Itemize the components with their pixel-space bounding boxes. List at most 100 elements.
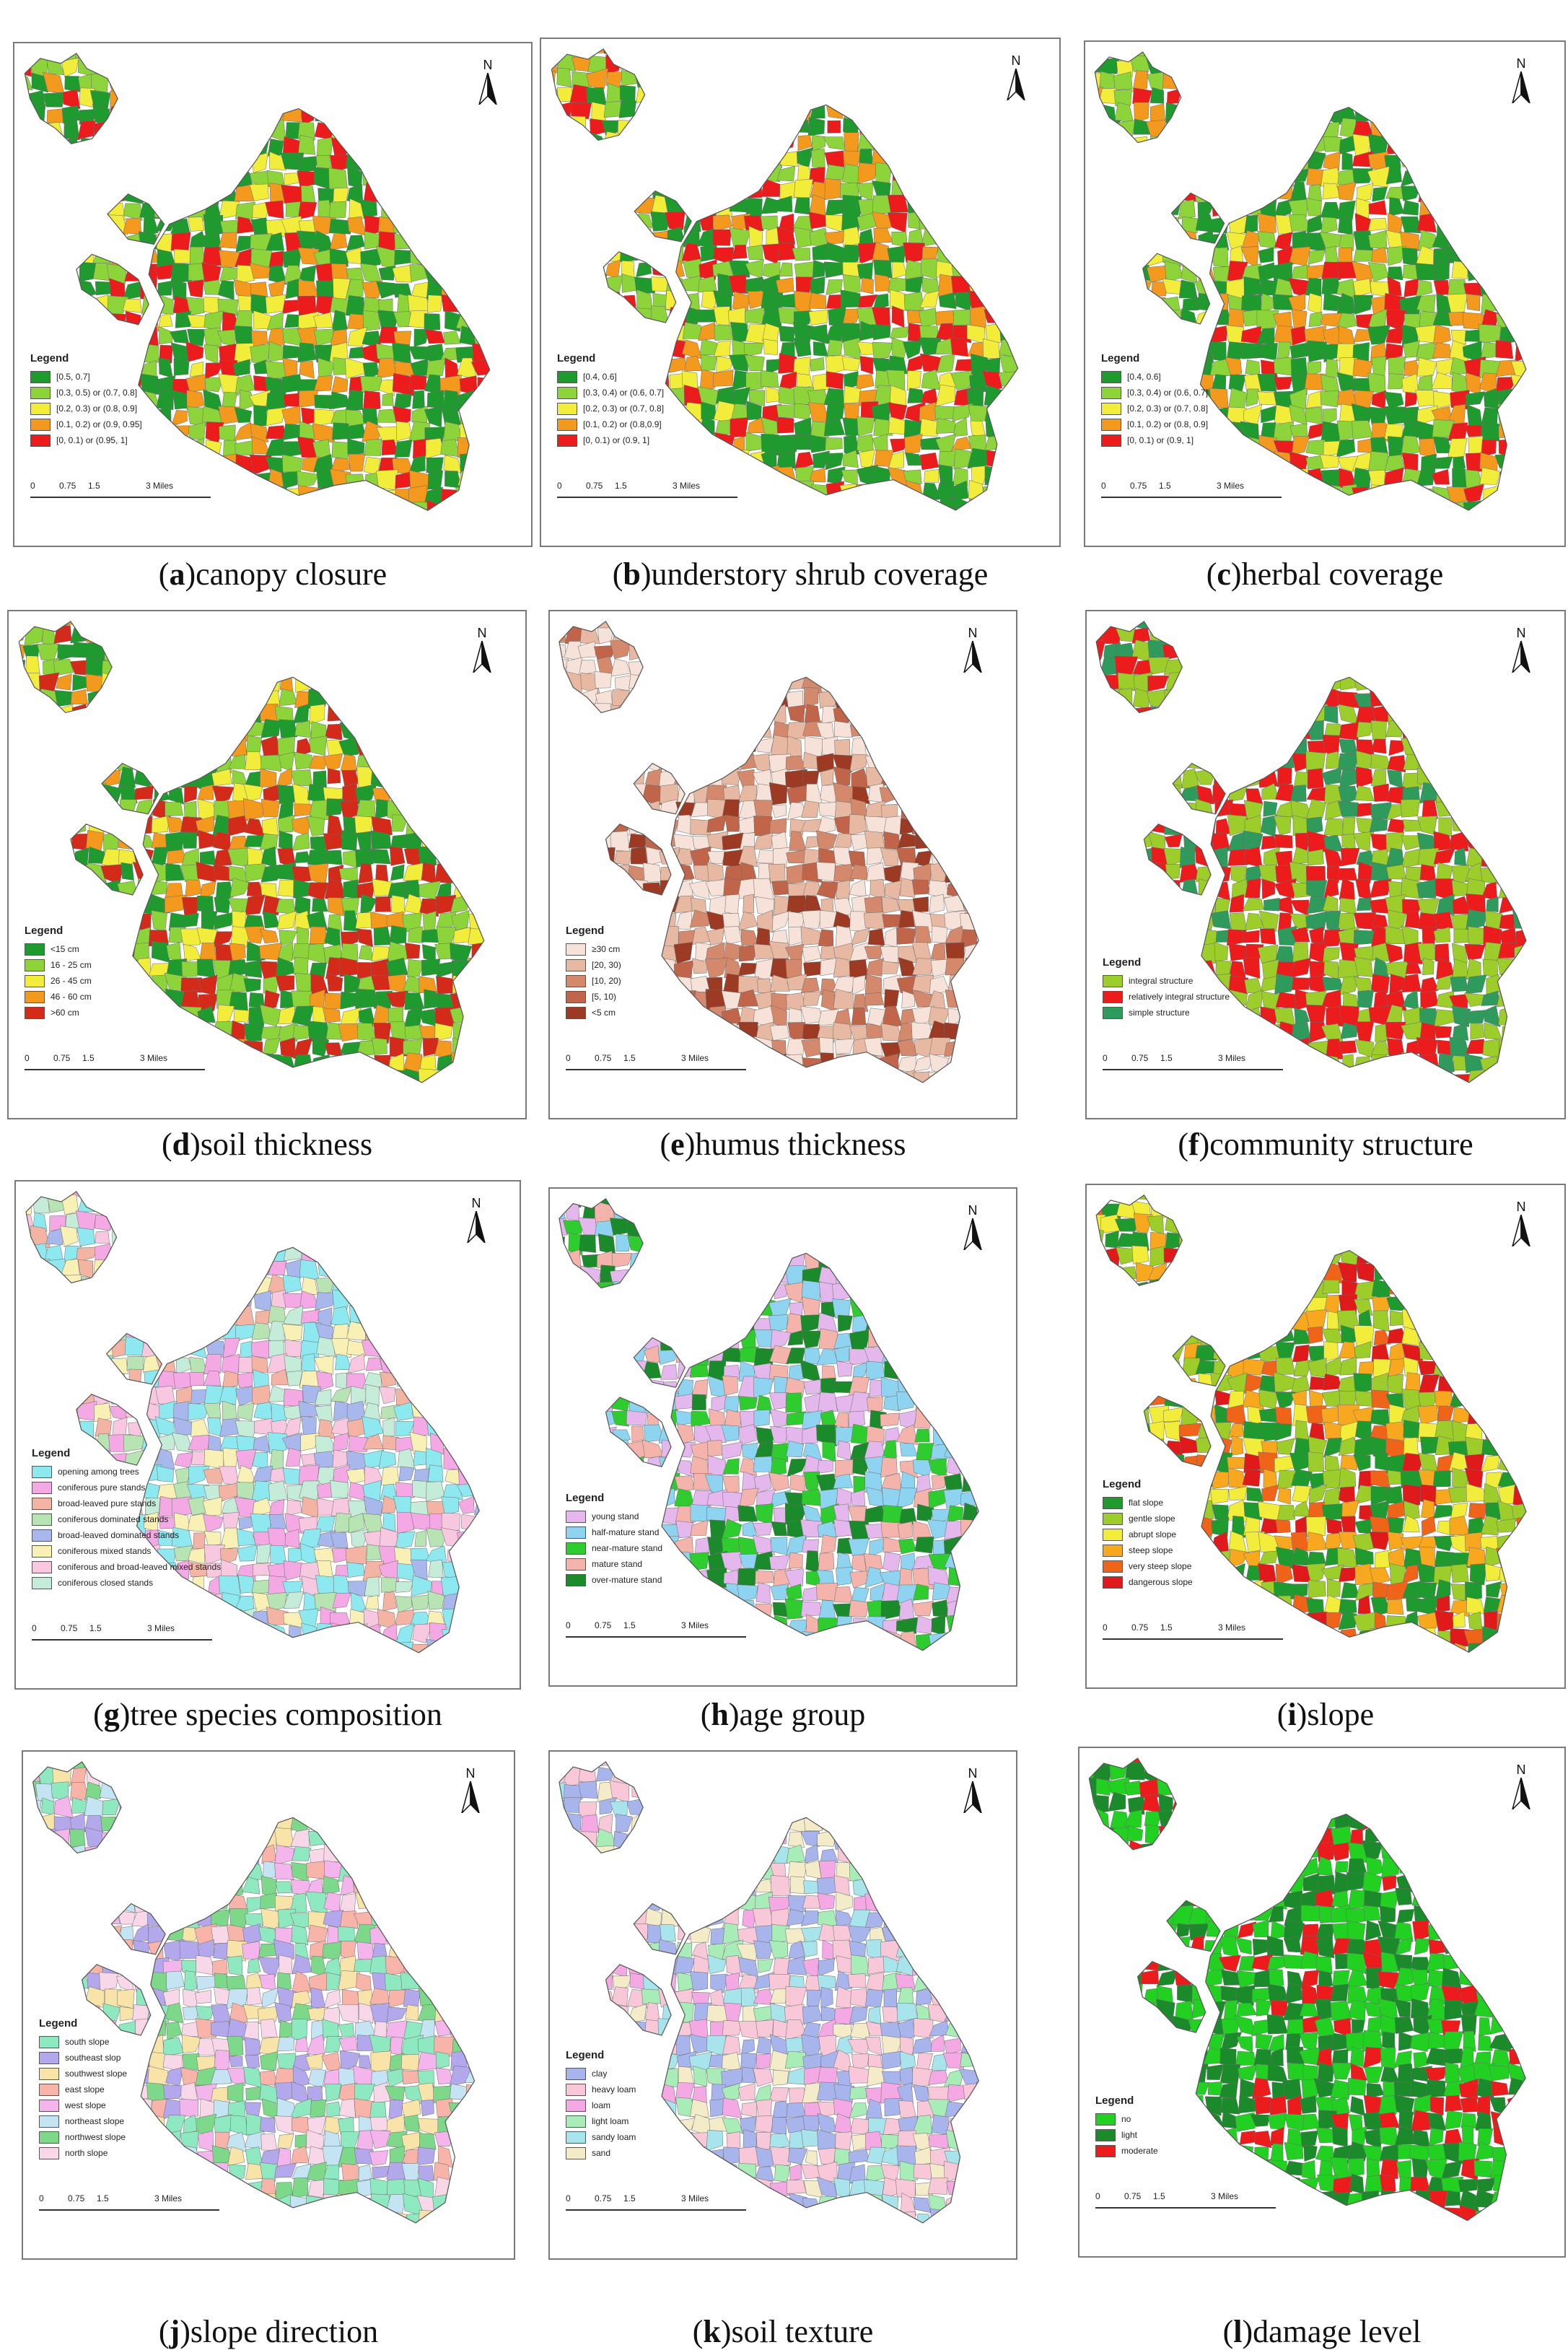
legend-item-label: half-mature stand: [592, 1527, 659, 1537]
map-f-graphic: [1087, 611, 1564, 1118]
legend-item: 26 - 45 cm: [25, 973, 92, 989]
legend-title: Legend: [30, 352, 142, 364]
legend-item: <15 cm: [25, 941, 92, 957]
panel-letter: d: [172, 1127, 190, 1162]
scale-label: 3 Miles: [147, 1623, 175, 1633]
legend-swatch: [30, 387, 51, 399]
legend-item-label: coniferous closed stands: [58, 1578, 153, 1588]
scale-line: [39, 2209, 219, 2211]
panel-letter: a: [169, 556, 185, 592]
panel-letter: i: [1287, 1697, 1296, 1732]
legend-item: [0.1, 0.2) or (0.8,0.9]: [557, 416, 664, 432]
north-label: N: [456, 1766, 485, 1781]
legend-item: [0.2, 0.3) or (0.7, 0.8]: [557, 401, 664, 416]
legend-item: moderate: [1095, 2143, 1158, 2159]
legend-item: [0.5, 0.7]: [30, 369, 142, 385]
panel-title: herbal coverage: [1242, 556, 1444, 592]
scale-label: 1.5: [82, 1053, 95, 1063]
legend-item-label: loam: [592, 2100, 610, 2110]
panel-letter: c: [1217, 556, 1231, 592]
legend-swatch: [1101, 387, 1121, 399]
scale-label: 0: [25, 1053, 30, 1063]
scale-label: 1.5: [1159, 481, 1171, 491]
legend-item: [0.4, 0.6]: [557, 369, 664, 385]
scale-label: 1.5: [623, 1053, 636, 1063]
legend-swatch: [566, 959, 586, 971]
map-i-graphic: [1087, 1185, 1564, 1687]
scale-line: [566, 1636, 746, 1638]
north-arrow-icon: N: [473, 58, 502, 108]
scale-label: 3 Miles: [1217, 481, 1244, 491]
panel-title: age group: [740, 1697, 866, 1732]
legend-item-label: east slope: [65, 2084, 105, 2095]
legend-swatch: [39, 2131, 59, 2144]
north-arrow-icon: N: [456, 1766, 485, 1817]
legend-swatch: [32, 1482, 52, 1494]
legend-swatch: [39, 2084, 59, 2096]
panel-caption-l: (l)damage level: [1078, 2313, 1566, 2350]
north-arrow-icon: N: [462, 1196, 491, 1246]
map-j-regions: [23, 1752, 514, 2258]
scale-label: 3 Miles: [673, 481, 700, 491]
legend-item-label: over-mature stand: [592, 1575, 662, 1585]
map-e-regions: [550, 611, 1016, 1118]
legend-item: very steep slope: [1103, 1558, 1193, 1574]
scale-label: 0: [566, 1620, 571, 1630]
legend-title: Legend: [1103, 1478, 1193, 1490]
legend-item-label: [0.1, 0.2) or (0.8, 0.9]: [1127, 419, 1208, 429]
scale-label: 1.5: [89, 1623, 102, 1633]
legend-swatch: [1101, 419, 1121, 431]
north-arrow-icon: N: [1507, 1200, 1536, 1250]
legend-swatch: [557, 403, 577, 415]
panel-letter: j: [170, 2314, 180, 2349]
scale-label: 3 Miles: [681, 2193, 709, 2203]
legend-item-label: west slope: [65, 2100, 106, 2110]
legend-item: broad-leaved dominated stands: [32, 1527, 221, 1543]
scale-label: 0.75: [1130, 481, 1147, 491]
legend-item: loam: [566, 2097, 636, 2113]
legend-swatch: [39, 2147, 59, 2159]
legend-item: gentle slope: [1103, 1511, 1193, 1526]
legend-item-label: heavy loam: [592, 2084, 636, 2095]
legend-item: light loam: [566, 2113, 636, 2129]
legend-item-label: southeast slop: [65, 2053, 121, 2063]
legend-item-label: south slope: [65, 2037, 109, 2047]
map-d-graphic: [9, 611, 525, 1118]
legend-item: no: [1095, 2111, 1158, 2127]
scale-label: 0.75: [59, 481, 76, 491]
legend-item: [0.3, 0.4) or (0.6, 0.7]: [1101, 385, 1208, 401]
scale-label: 1.5: [1160, 1053, 1173, 1063]
north-arrow-icon: N: [468, 626, 496, 676]
panel-letter: h: [711, 1697, 728, 1732]
legend-item-label: [0.2, 0.3) or (0.7, 0.8]: [583, 403, 664, 414]
legend-swatch: [1103, 1007, 1123, 1019]
panel-title: canopy closure: [196, 556, 387, 592]
legend-item-label: 26 - 45 cm: [51, 976, 92, 986]
legend-swatch: [1103, 1545, 1123, 1557]
legend-item-label: relatively integral structure: [1129, 992, 1230, 1002]
scale-label: 0: [30, 481, 35, 491]
legend-swatch: [566, 2084, 586, 2096]
legend-swatch: [25, 975, 45, 987]
legend-item-label: [20, 30): [592, 960, 621, 970]
legend-item-label: young stand: [592, 1511, 639, 1521]
legend-swatch: [32, 1466, 52, 1478]
legend-item-label: [0.2, 0.3) or (0.8, 0.9]: [56, 403, 137, 414]
legend-swatch: [1103, 1513, 1123, 1525]
legend-item-label: opening among trees: [58, 1467, 139, 1477]
legend-item: [0.3, 0.4) or (0.6, 0.7]: [557, 385, 664, 401]
legend-item: northwest slope: [39, 2129, 127, 2145]
legend-item: southeast slop: [39, 2050, 127, 2066]
panel-title: damage level: [1253, 2314, 1421, 2349]
legend-item: 16 - 25 cm: [25, 957, 92, 973]
legend-item-label: broad-leaved dominated stands: [58, 1530, 179, 1540]
